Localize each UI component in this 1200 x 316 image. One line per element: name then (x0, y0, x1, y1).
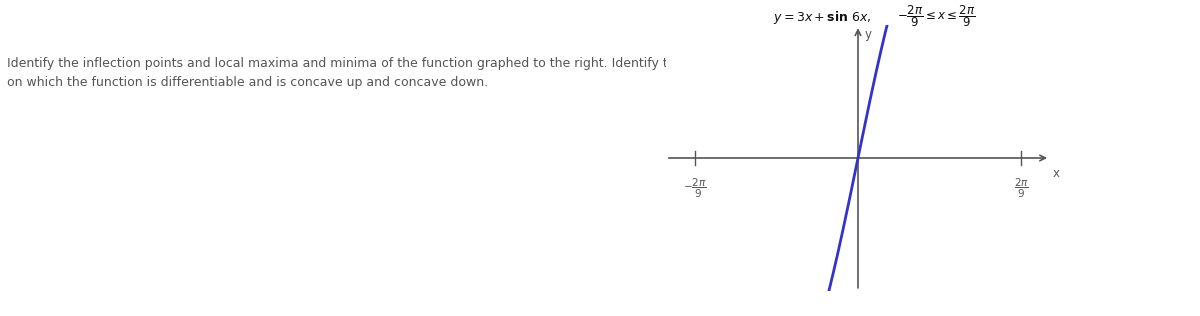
Text: y: y (865, 28, 872, 41)
Text: $\dfrac{2\pi}{9}$: $\dfrac{2\pi}{9}$ (1014, 177, 1028, 200)
Text: $y = 3x + \mathbf{sin}\ 6x,$: $y = 3x + \mathbf{sin}\ 6x,$ (773, 9, 871, 27)
Text: $-\dfrac{2\pi}{9} \leq x \leq \dfrac{2\pi}{9}$: $-\dfrac{2\pi}{9} \leq x \leq \dfrac{2\p… (896, 3, 976, 29)
Text: Identify the inflection points and local maxima and minima of the function graph: Identify the inflection points and local… (7, 57, 778, 89)
Text: $-\dfrac{2\pi}{9}$: $-\dfrac{2\pi}{9}$ (683, 177, 707, 200)
Text: x: x (1052, 167, 1060, 180)
